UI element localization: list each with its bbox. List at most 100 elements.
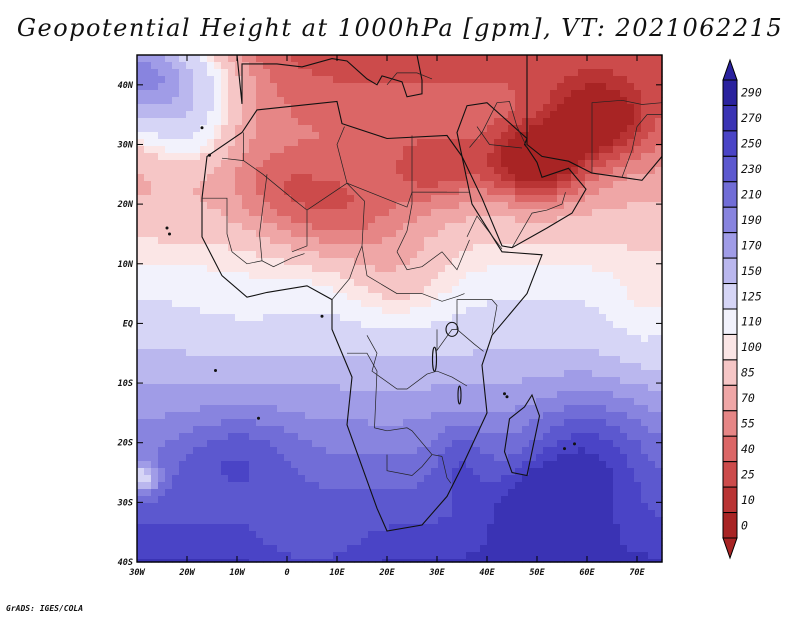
heat-cell (389, 531, 397, 539)
heat-cell (557, 412, 565, 420)
heat-cell (179, 328, 187, 336)
heat-cell (270, 384, 278, 392)
heat-cell (333, 510, 341, 518)
heat-cell (165, 97, 173, 105)
heat-cell (263, 342, 271, 350)
heat-cell (305, 55, 313, 63)
heat-cell (263, 489, 271, 497)
heat-cell (473, 314, 481, 322)
heat-cell (473, 482, 481, 490)
heat-cell (326, 356, 334, 364)
heat-cell (529, 363, 537, 371)
heat-cell (207, 503, 215, 511)
heat-cell (494, 328, 502, 336)
heat-cell (571, 153, 579, 161)
heat-cell (312, 482, 320, 490)
heat-cell (207, 62, 215, 70)
heat-cell (200, 356, 208, 364)
heat-cell (571, 237, 579, 245)
heat-cell (396, 104, 404, 112)
heat-cell (578, 335, 586, 343)
heat-cell (144, 419, 152, 427)
heat-cell (592, 503, 600, 511)
heat-cell (158, 538, 166, 546)
heat-cell (144, 111, 152, 119)
heat-cell (501, 307, 509, 315)
heat-cell (361, 356, 369, 364)
heat-cell (543, 125, 551, 133)
heat-cell (312, 153, 320, 161)
heat-cell (193, 307, 201, 315)
heat-cell (298, 524, 306, 532)
heat-cell (452, 559, 460, 563)
heat-cell (599, 97, 607, 105)
heat-cell (326, 104, 334, 112)
heat-cell (382, 335, 390, 343)
heat-cell (284, 349, 292, 357)
heat-cell (382, 538, 390, 546)
heat-cell (298, 468, 306, 476)
heat-cell (242, 118, 250, 126)
heat-cell (487, 314, 495, 322)
heat-cell (522, 510, 530, 518)
heat-cell (515, 475, 523, 483)
heat-cell (158, 517, 166, 525)
heat-cell (235, 503, 243, 511)
heat-cell (312, 391, 320, 399)
heat-cell (256, 132, 264, 140)
heat-cell (599, 174, 607, 182)
heat-cell (445, 272, 453, 280)
heat-cell (396, 482, 404, 490)
heat-cell (375, 251, 383, 259)
heat-cell (340, 461, 348, 469)
heat-cell (480, 55, 488, 63)
heat-cell (375, 104, 383, 112)
heat-cell (536, 83, 544, 91)
heat-cell (179, 398, 187, 406)
heat-cell (172, 510, 180, 518)
heat-cell (368, 538, 376, 546)
heat-cell (480, 342, 488, 350)
heat-cell (585, 468, 593, 476)
heat-cell (193, 55, 201, 63)
heat-cell (312, 272, 320, 280)
heat-cell (291, 531, 299, 539)
heat-cell (214, 153, 222, 161)
heat-cell (606, 328, 614, 336)
heat-cell (158, 258, 166, 266)
heat-cell (529, 447, 537, 455)
heat-cell (263, 209, 271, 217)
heat-cell (263, 69, 271, 77)
heat-cell (599, 412, 607, 420)
heat-cell (431, 286, 439, 294)
heat-cell (137, 97, 145, 105)
heat-cell (151, 125, 159, 133)
heat-cell (522, 160, 530, 168)
heat-cell (193, 552, 201, 560)
heat-cell (368, 328, 376, 336)
heat-cell (431, 405, 439, 413)
heat-cell (340, 300, 348, 308)
heat-cell (606, 104, 614, 112)
heat-cell (508, 195, 516, 203)
heat-cell (410, 272, 418, 280)
heat-cell (137, 160, 145, 168)
heat-cell (137, 272, 145, 280)
heat-cell (508, 524, 516, 532)
heat-cell (382, 118, 390, 126)
heat-cell (221, 97, 229, 105)
heat-cell (438, 181, 446, 189)
heat-cell (340, 342, 348, 350)
heat-cell (165, 321, 173, 329)
heat-cell (543, 482, 551, 490)
heat-cell (410, 111, 418, 119)
heat-cell (417, 335, 425, 343)
heat-cell (256, 293, 264, 301)
heat-cell (270, 314, 278, 322)
heat-cell (536, 531, 544, 539)
heat-cell (144, 496, 152, 504)
heat-cell (403, 209, 411, 217)
heat-cell (431, 251, 439, 259)
heat-cell (473, 286, 481, 294)
heat-cell (599, 321, 607, 329)
